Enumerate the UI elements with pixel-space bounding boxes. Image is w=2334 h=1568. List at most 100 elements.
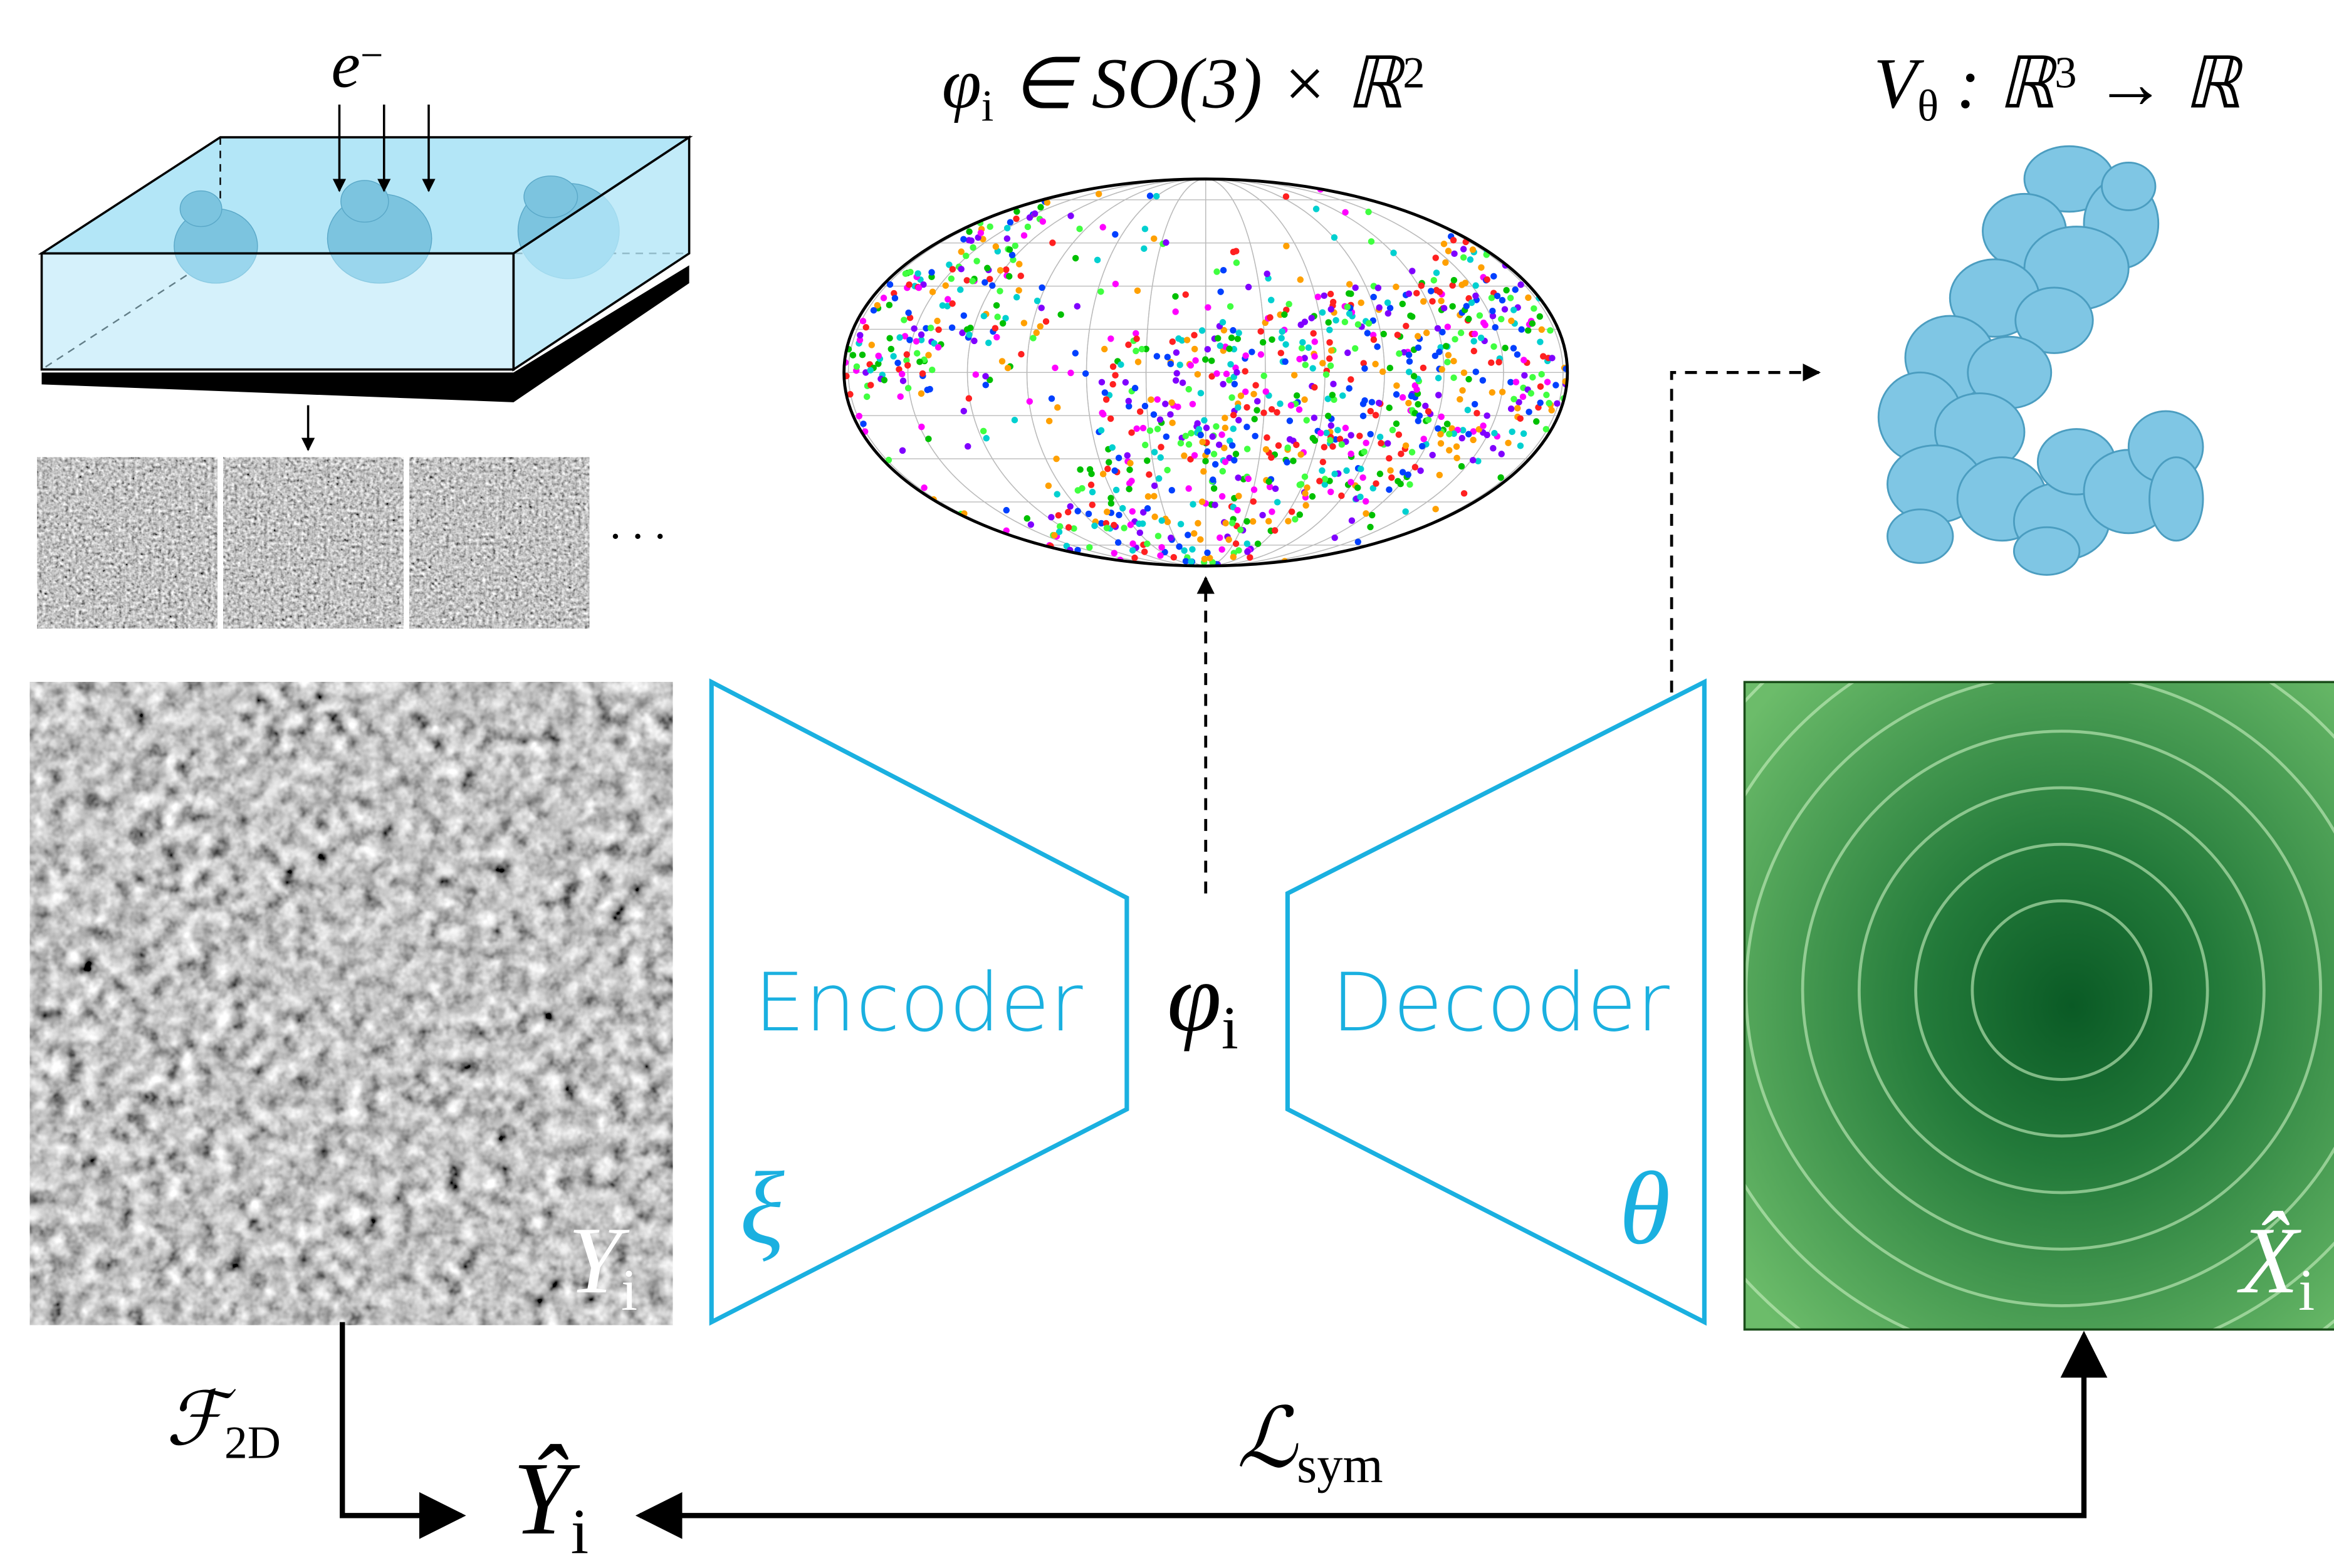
orientation-dot <box>1396 350 1402 357</box>
orientation-dot <box>1514 351 1520 357</box>
orientation-dot <box>1233 369 1240 375</box>
orientation-dot <box>1144 540 1150 546</box>
orientation-dot <box>1217 288 1223 295</box>
orientation-dot <box>1364 330 1371 336</box>
orientation-dot <box>965 443 971 449</box>
orientation-dot <box>1367 431 1373 437</box>
orientation-dot <box>1435 425 1441 431</box>
orientation-dot <box>1233 451 1239 457</box>
orientation-dot <box>945 296 951 302</box>
orientation-dot <box>1123 379 1129 385</box>
orientation-dot <box>904 351 910 357</box>
orientation-dot <box>1186 386 1192 392</box>
orientation-dot <box>1115 539 1121 545</box>
label-part: Decoder <box>1331 956 1670 1050</box>
orientation-dot <box>1302 490 1308 496</box>
orientation-dot <box>1230 554 1237 560</box>
orientation-dot <box>1054 491 1060 497</box>
orientation-dot <box>1049 395 1055 402</box>
orientation-dot <box>886 335 892 341</box>
orientation-dot <box>1268 454 1274 461</box>
orientation-dot <box>1210 476 1216 483</box>
orientation-dot <box>1498 451 1504 457</box>
orientation-dot <box>1378 440 1384 446</box>
orientation-dot <box>1173 370 1180 376</box>
orientation-dot <box>1458 435 1465 441</box>
volume-arrow <box>1672 372 1819 693</box>
orientation-dot <box>966 228 972 234</box>
orientation-dot <box>1406 358 1413 365</box>
orientation-dot <box>1380 331 1386 337</box>
orientation-dot <box>1191 452 1198 458</box>
orientation-dot <box>1302 473 1308 479</box>
orientation-dot <box>1091 523 1097 529</box>
orientation-dot <box>1125 342 1131 348</box>
orientation-dot <box>1358 466 1364 472</box>
orientation-dot <box>1287 417 1293 424</box>
orientation-dot <box>1164 467 1170 473</box>
orientation-dot <box>1204 550 1210 556</box>
orientation-dot <box>1234 507 1240 513</box>
orientation-dot <box>916 285 922 291</box>
orientation-dot <box>1147 427 1153 434</box>
orientation-dot <box>1167 411 1173 417</box>
orientation-dot <box>1352 285 1358 291</box>
orientation-dot <box>1218 431 1225 437</box>
orientation-dot <box>1233 540 1239 546</box>
orientation-dot <box>1124 452 1131 458</box>
orientation-dot <box>1539 327 1545 333</box>
orientation-dot <box>1517 281 1524 288</box>
orientation-dot <box>1181 452 1187 459</box>
orientation-dot <box>1112 281 1119 287</box>
orientation-dot <box>1147 192 1153 199</box>
orientation-dot <box>961 408 967 414</box>
orientation-dot <box>1361 365 1368 372</box>
orientation-dot <box>1498 316 1504 322</box>
orientation-dot <box>1235 335 1241 342</box>
orientation-dot <box>1238 392 1244 399</box>
orientation-dot <box>929 367 935 373</box>
label-part: φ <box>942 44 981 123</box>
orientation-dot <box>993 243 999 249</box>
orientation-dot <box>1129 540 1136 546</box>
orientation-dot <box>1393 421 1400 427</box>
orientation-dot <box>1104 509 1110 515</box>
orientation-dot <box>1490 445 1496 451</box>
orientation-dot <box>1473 410 1480 416</box>
orientation-dot <box>1386 486 1392 493</box>
orientation-dot <box>916 358 923 365</box>
orientation-dot <box>1144 505 1151 511</box>
orientation-dot <box>1154 396 1160 402</box>
orientation-dot <box>906 337 913 343</box>
orientation-dot <box>981 279 988 285</box>
orientation-dot <box>1461 370 1467 376</box>
orientation-dot <box>1272 527 1278 533</box>
orientation-dot <box>1349 518 1355 524</box>
orientation-dot <box>993 334 1000 340</box>
orientation-dot <box>1315 294 1321 300</box>
orientation-dot <box>1438 414 1444 420</box>
orientation-dot <box>1406 481 1413 488</box>
orientation-dot <box>1251 486 1257 493</box>
orientation-dot <box>1327 489 1334 495</box>
orientation-dot <box>1373 480 1379 486</box>
orientation-dot <box>1077 466 1083 473</box>
orientation-dot <box>1406 352 1412 358</box>
orientation-dot <box>1108 500 1114 506</box>
orientation-dot <box>856 413 862 419</box>
orientation-dot <box>1067 212 1074 219</box>
orientation-dot <box>1195 371 1201 377</box>
orientation-dot <box>1288 402 1294 409</box>
orientation-dot <box>1437 289 1443 295</box>
orientation-dot <box>1328 306 1334 312</box>
orientation-dot <box>1377 471 1383 477</box>
orientation-dot <box>1387 467 1393 473</box>
orientation-dot <box>1363 498 1369 504</box>
orientation-dot <box>1420 365 1426 371</box>
orientation-dot <box>1252 433 1258 439</box>
orientation-dot <box>1176 362 1183 368</box>
orientation-dot <box>1215 335 1221 342</box>
orientation-dot <box>1220 267 1227 273</box>
orientation-dot <box>1272 486 1279 492</box>
orientation-dot <box>1284 459 1290 465</box>
